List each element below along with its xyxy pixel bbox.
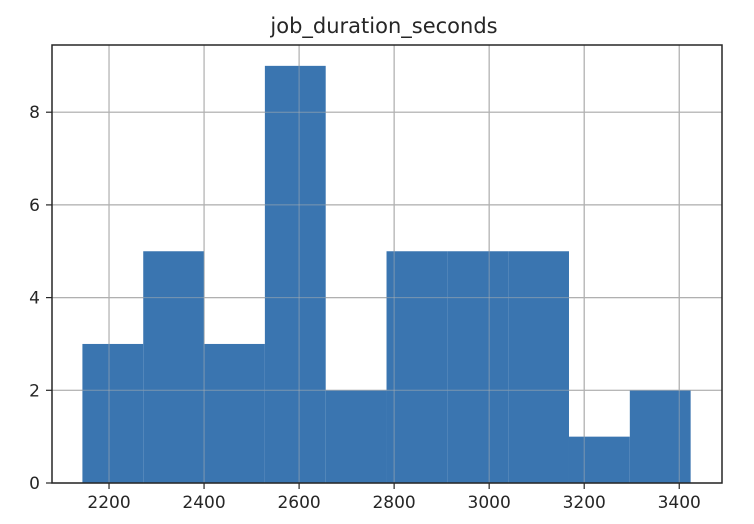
- y-axis: 0 2 4 6 8: [29, 103, 52, 494]
- histogram-bar: [204, 343, 265, 483]
- x-axis: 2200 2400 2600 2800 3000 3200 3400: [87, 483, 701, 513]
- bars: [52, 45, 722, 484]
- histogram-bar: [568, 436, 630, 483]
- chart-title: job_duration_seconds: [269, 14, 497, 39]
- plot-frame: [51, 44, 723, 484]
- histogram-bar: [447, 251, 509, 483]
- y-tick-label: 0: [29, 474, 40, 494]
- x-tick-label: 2600: [277, 493, 320, 513]
- x-tick-label: 2400: [182, 493, 225, 513]
- y-tick-label: 6: [29, 196, 40, 216]
- histogram-bar: [629, 390, 691, 483]
- histogram-bar: [143, 251, 205, 483]
- y-tick-label: 4: [29, 289, 40, 309]
- x-tick-label: 3200: [563, 493, 606, 513]
- histogram-bar: [386, 251, 448, 483]
- histogram-bar: [82, 343, 144, 483]
- x-tick-label: 2200: [87, 493, 130, 513]
- x-tick-label: 3400: [658, 493, 701, 513]
- y-tick-label: 8: [29, 103, 40, 123]
- x-tick-label: 2800: [372, 493, 415, 513]
- histogram-bar: [325, 390, 387, 483]
- histogram-bar: [508, 251, 569, 483]
- y-tick-label: 2: [29, 381, 40, 401]
- histogram-bar: [264, 65, 326, 483]
- x-tick-label: 3000: [468, 493, 511, 513]
